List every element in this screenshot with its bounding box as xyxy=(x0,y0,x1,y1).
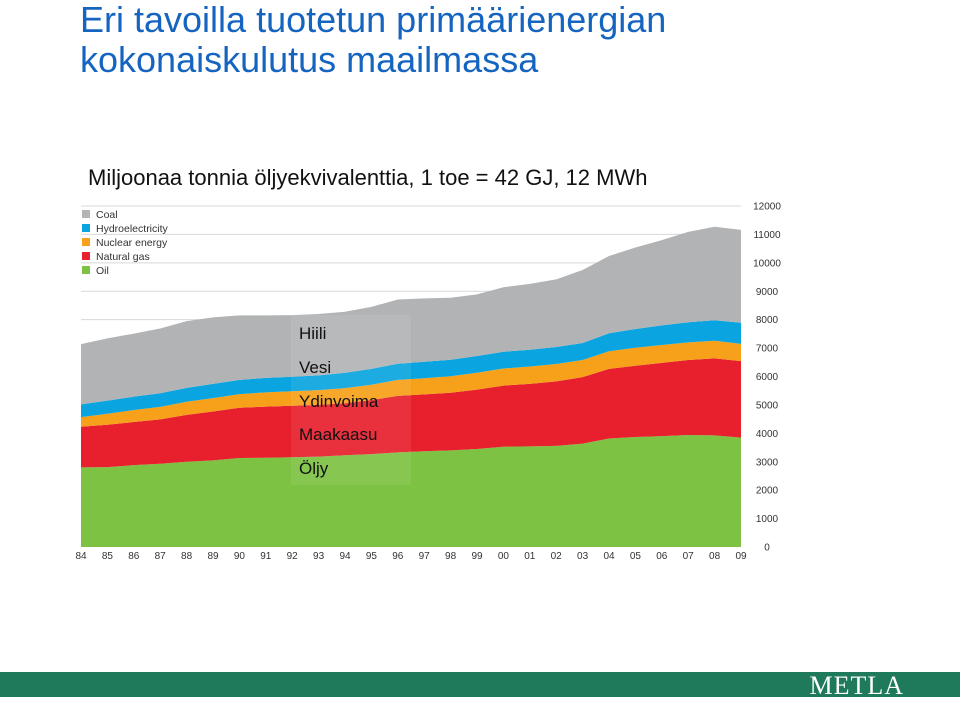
x-tick-label: 90 xyxy=(234,551,246,562)
metla-logo: METLA xyxy=(809,671,904,700)
label-oljy: Öljy xyxy=(299,459,329,478)
title-line-2: kokonaiskulutus maailmassa xyxy=(80,39,539,80)
x-tick-label: 85 xyxy=(102,551,114,562)
y-tick-label: 4000 xyxy=(756,429,779,440)
footer-bar: METLA xyxy=(0,671,960,700)
area-hydroelectricity xyxy=(81,320,741,418)
x-tick-label: 05 xyxy=(630,551,642,562)
legend-label: Oil xyxy=(96,265,109,277)
x-tick-label: 94 xyxy=(339,551,351,562)
x-tick-label: 04 xyxy=(603,551,615,562)
area-coal xyxy=(81,226,741,405)
y-tick-label: 2000 xyxy=(756,486,779,497)
legend-swatch xyxy=(82,224,90,232)
y-tick-label: 5000 xyxy=(756,400,779,411)
legend-swatch xyxy=(82,266,90,274)
y-tick-label: 11000 xyxy=(753,230,781,241)
area-oil xyxy=(81,435,741,547)
page-title: Eri tavoilla tuotetun primäärienergian k… xyxy=(80,0,666,80)
y-tick-label: 1000 xyxy=(756,514,779,525)
y-tick-label: 7000 xyxy=(756,344,779,355)
x-tick-label: 03 xyxy=(577,551,589,562)
x-tick-label: 91 xyxy=(260,551,272,562)
legend-label: Coal xyxy=(96,209,118,221)
x-tick-label: 07 xyxy=(683,551,695,562)
legend-label: Nuclear energy xyxy=(96,237,168,249)
y-tick-label: 8000 xyxy=(756,315,779,326)
x-tick-label: 09 xyxy=(735,551,747,562)
chart-subtitle: Miljoonaa tonnia öljyekvivalenttia, 1 to… xyxy=(88,165,648,190)
legend-swatch xyxy=(82,210,90,218)
legend-label: Natural gas xyxy=(96,251,150,263)
label-hiili: Hiili xyxy=(299,324,327,343)
x-tick-label: 08 xyxy=(709,551,721,562)
y-tick-label: 0 xyxy=(764,543,770,554)
x-tick-label: 02 xyxy=(551,551,563,562)
y-tick-labels: 0 1000 2000 3000 4000 5000 6000 7000 8000 9000 100… xyxy=(753,202,781,554)
x-tick-label: 87 xyxy=(155,551,167,562)
label-maakaasu: Maakaasu xyxy=(299,425,378,444)
x-tick-label: 84 xyxy=(75,551,87,562)
x-tick-label: 97 xyxy=(419,551,431,562)
area-nuclear-energy xyxy=(81,340,741,427)
legend-label: Hydroelectricity xyxy=(96,223,169,235)
finnish-label-box: Hiili Vesi Ydinvoima Maakaasu Öljy xyxy=(291,315,411,485)
x-tick-label: 95 xyxy=(366,551,378,562)
label-vesi: Vesi xyxy=(299,358,332,377)
y-tick-label: 6000 xyxy=(756,372,779,383)
x-tick-label: 92 xyxy=(287,551,299,562)
area-natural-gas xyxy=(81,358,741,468)
x-tick-label: 88 xyxy=(181,551,193,562)
label-ydinvoima: Ydinvoima xyxy=(299,392,379,411)
legend: Coal Hydroelectricity Nuclear energy Natura… xyxy=(82,209,169,277)
x-tick-label: 96 xyxy=(392,551,404,562)
x-tick-label: 99 xyxy=(471,551,483,562)
x-tick-label: 86 xyxy=(128,551,140,562)
title-line-1: Eri tavoilla tuotetun primäärienergian xyxy=(80,0,667,40)
y-tick-label: 10000 xyxy=(753,258,781,269)
x-tick-label: 89 xyxy=(207,551,219,562)
y-tick-label: 12000 xyxy=(753,202,781,213)
x-tick-label: 06 xyxy=(656,551,668,562)
x-tick-label: 93 xyxy=(313,551,325,562)
x-tick-label: 00 xyxy=(498,551,510,562)
x-tick-labels: 84 85 86 87 88 89 90 91 92 93 94 95 96 97 98 99 00 01 02 03… xyxy=(75,551,747,562)
stacked-areas xyxy=(81,226,741,547)
y-tick-label: 9000 xyxy=(756,287,779,298)
y-tick-label: 3000 xyxy=(756,457,779,468)
x-tick-label: 98 xyxy=(445,551,457,562)
legend-swatch xyxy=(82,238,90,246)
legend-swatch xyxy=(82,252,90,260)
x-tick-label: 01 xyxy=(524,551,536,562)
